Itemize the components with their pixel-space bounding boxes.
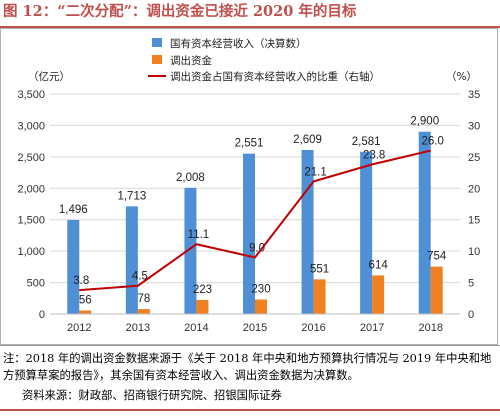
right-tick-label: 0: [468, 309, 474, 321]
left-tick-label: 500: [27, 278, 45, 290]
right-tick-label: 25: [468, 152, 480, 164]
left-tick-label: 3,500: [17, 89, 45, 101]
legend-label-income: 国有资本经营收入（决算数）: [170, 37, 307, 50]
right-tick-label: 20: [468, 183, 480, 195]
legend-label-transfer: 调出资金: [170, 54, 212, 67]
income-data-label: 2,008: [176, 172, 205, 184]
x-tick-label: 2015: [243, 322, 267, 334]
chart: 0 0 500 5 1,000 10 1,500 15 2,000 20 2,500 25 3,000 3…: [17, 37, 480, 334]
ratio-data-label: 9.0: [249, 242, 265, 254]
title-divider: [0, 26, 500, 28]
ratio-data-label: 21.1: [304, 166, 326, 178]
bottom-divider: [0, 409, 500, 411]
ratio-data-label: 26.0: [422, 136, 444, 148]
note-divider: [0, 345, 500, 346]
ratio-line: [79, 149, 431, 292]
transfer-bar: [430, 266, 443, 314]
right-tick-label: 35: [468, 89, 480, 101]
left-axis-unit: （亿元）: [28, 70, 70, 83]
income-bar: [184, 187, 197, 314]
transfer-bar: [196, 299, 209, 314]
transfer-data-label: 56: [79, 294, 92, 306]
income-data-label: 2,900: [410, 116, 439, 128]
transfer-data-label: 551: [310, 263, 329, 275]
income-bar: [67, 219, 80, 314]
footnote: 注：2018 年的调出资金数据来源于《关于 2018 年中央和地方预算执行情况与…: [3, 352, 492, 382]
income-data-label: 1,713: [117, 190, 146, 202]
x-tick-label: 2014: [184, 322, 208, 334]
transfer-data-label: 754: [427, 251, 447, 263]
figure-title: 图 12：“二次分配”：调出资金已接近 2020 年的目标: [3, 3, 357, 20]
income-data-label: 2,609: [293, 134, 322, 146]
x-tick-label: 2012: [67, 322, 91, 334]
x-tick-label: 2017: [360, 322, 384, 334]
left-tick-label: 1,000: [17, 246, 45, 258]
gridlines: [50, 93, 460, 284]
right-tick-label: 5: [468, 278, 474, 290]
ratio-line-path: [79, 149, 431, 292]
income-data-label: 1,496: [59, 204, 88, 216]
axes: 0 0 500 5 1,000 10 1,500 15 2,000 20 2,500 25 3,000 3…: [17, 70, 480, 334]
transfer-bar: [79, 310, 92, 314]
x-tick-label: 2016: [301, 322, 325, 334]
income-data-label: 2,551: [235, 138, 264, 150]
transfer-bar: [137, 309, 150, 314]
right-axis-unit: （%）: [446, 71, 477, 83]
x-tick-label: 2018: [418, 322, 442, 334]
transfer-data-label: 78: [137, 293, 150, 305]
chart-frame: [0, 28, 498, 345]
income-data-label: 2,581: [352, 136, 381, 148]
legend-label-ratio: 调出资金占国有资本经营收入的比重（右轴）: [170, 70, 380, 83]
income-bar: [418, 131, 431, 314]
right-tick-label: 10: [468, 246, 480, 258]
ratio-data-label: 3.8: [73, 275, 89, 287]
transfer-bar: [313, 279, 326, 314]
left-tick-label: 1,500: [17, 215, 45, 227]
left-tick-label: 3,000: [17, 120, 45, 132]
legend-swatch-transfer: [152, 55, 162, 64]
left-tick-label: 2,500: [17, 152, 45, 164]
transfer-bar: [255, 299, 267, 314]
income-bar: [125, 206, 138, 314]
legend-swatch-income: [152, 38, 162, 47]
transfer-data-label: 230: [251, 284, 270, 296]
right-tick-label: 30: [468, 120, 480, 132]
transfer-data-label: 614: [369, 259, 389, 271]
ratio-data-label: 23.8: [363, 149, 385, 161]
right-tick-label: 15: [468, 215, 480, 227]
ratio-data-label: 4.5: [132, 271, 148, 283]
left-tick-label: 0: [39, 309, 45, 321]
income-bar: [301, 150, 314, 314]
income-bar: [360, 151, 373, 314]
left-tick-label: 2,000: [17, 183, 45, 195]
transfer-data-label: 223: [193, 284, 212, 296]
source-line: 资料来源：财政部、招商银行研究院、招银国际证券: [22, 389, 282, 402]
data-labels: 1,496 56 1,713 78 2,008 223 2,551 230 2,609 551 2,…: [59, 116, 447, 307]
ratio-data-label: 11.1: [188, 229, 210, 241]
income-bar: [243, 153, 255, 314]
x-tick-label: 2013: [126, 322, 150, 334]
transfer-bar: [372, 275, 385, 314]
